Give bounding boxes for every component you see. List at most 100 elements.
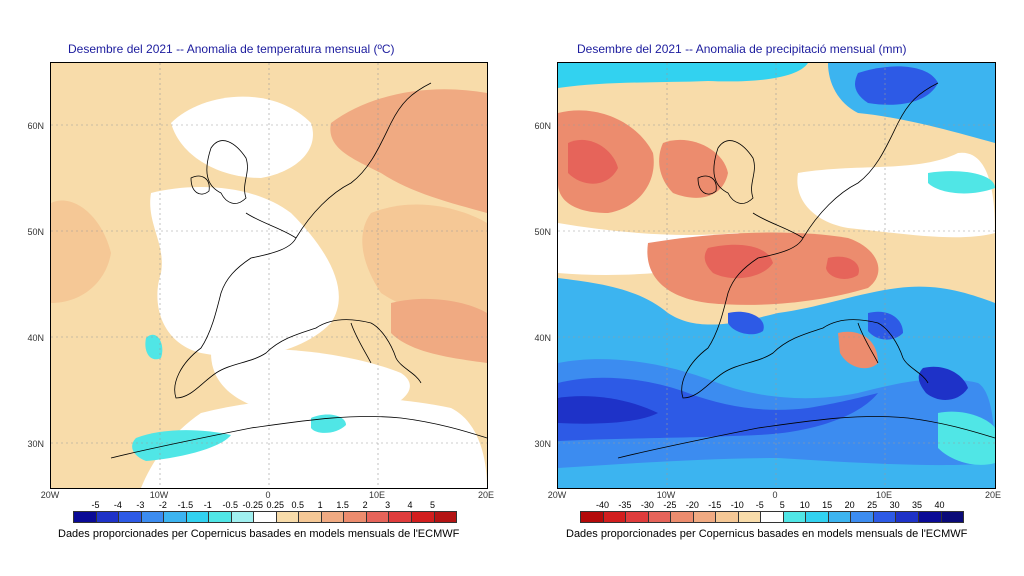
- colorbar-tick-label: 4: [407, 500, 413, 510]
- colorbar-tick-label: -30: [640, 500, 654, 510]
- lat-label-30n: 30N: [534, 439, 551, 449]
- colorbar-swatch: [716, 512, 739, 522]
- lon-label-10e: 10E: [875, 490, 892, 500]
- colorbar-tick-label: 35: [912, 500, 923, 510]
- colorbar-swatch: [276, 512, 300, 522]
- colorbar-swatch: [366, 512, 390, 522]
- colorbar-tick-label: 1.5: [336, 500, 349, 510]
- colorbar-swatch: [344, 512, 367, 522]
- colorbar-tick-label: 3: [385, 500, 391, 510]
- lon-label-20w: 20W: [547, 490, 567, 500]
- colorbar-tick-label: -5: [755, 500, 764, 510]
- colorbar-tick-label: -4: [113, 500, 122, 510]
- colorbar-swatch: [626, 512, 649, 522]
- colorbar-tick-label: 10: [799, 500, 810, 510]
- colorbar-swatch: [209, 512, 232, 522]
- colorbar-swatch: [74, 512, 97, 522]
- lon-label-10w: 10W: [656, 490, 676, 500]
- colorbar-tick-label: 0.25: [266, 500, 284, 510]
- colorbar-tick-label: 40: [934, 500, 945, 510]
- colorbar-tick-label: 5: [430, 500, 436, 510]
- colorbar-swatch: [434, 512, 457, 522]
- precipitation-credit: Dades proporcionades per Copernicus basa…: [566, 528, 968, 540]
- lat-label-40n: 40N: [534, 333, 551, 343]
- colorbar-swatch: [896, 512, 919, 522]
- colorbar-swatch: [828, 512, 852, 522]
- colorbar-tick-label: -20: [685, 500, 699, 510]
- lon-label-0: 0: [772, 490, 778, 500]
- temperature-map: [50, 62, 488, 489]
- colorbar-tick-label: 0.5: [291, 500, 304, 510]
- colorbar-swatch: [806, 512, 829, 522]
- colorbar-swatch: [321, 512, 345, 522]
- colorbar-swatch: [738, 512, 762, 522]
- colorbar-swatch: [693, 512, 717, 522]
- colorbar-swatch: [411, 512, 435, 522]
- colorbar-tick-label: -15: [708, 500, 722, 510]
- colorbar-swatch: [254, 512, 277, 522]
- colorbar-tick-label: -0.25: [242, 500, 264, 510]
- colorbar-tick-label: -3: [136, 500, 145, 510]
- temperature-map-title: Desembre del 2021 -- Anomalia de tempera…: [68, 42, 395, 56]
- colorbar-tick-label: -2: [158, 500, 167, 510]
- colorbar-tick-label: 25: [867, 500, 878, 510]
- colorbar-swatch: [164, 512, 187, 522]
- lat-label-30n: 30N: [27, 439, 44, 449]
- precipitation-colorbar: [580, 511, 964, 523]
- colorbar-tick-label: 15: [822, 500, 833, 510]
- lat-label-50n: 50N: [27, 227, 44, 237]
- colorbar-tick-label: 1: [317, 500, 323, 510]
- colorbar-tick-label: -5: [91, 500, 100, 510]
- lon-label-20w: 20W: [40, 490, 60, 500]
- temperature-credit: Dades proporcionades per Copernicus basa…: [58, 528, 460, 540]
- colorbar-tick-label: 5: [779, 500, 785, 510]
- temperature-map-panel: Desembre del 2021 -- Anomalia de tempera…: [27, 42, 494, 540]
- colorbar-swatch: [186, 512, 210, 522]
- lon-label-20e: 20E: [477, 490, 494, 500]
- lat-label-60n: 60N: [27, 121, 44, 131]
- precipitation-map: [557, 62, 996, 489]
- lat-label-60n: 60N: [534, 121, 551, 131]
- lon-label-10e: 10E: [368, 490, 385, 500]
- colorbar-swatch: [141, 512, 165, 522]
- colorbar-tick-label: -10: [730, 500, 744, 510]
- colorbar-swatch: [299, 512, 322, 522]
- lon-label-20e: 20E: [984, 490, 1001, 500]
- colorbar-swatch: [119, 512, 142, 522]
- precipitation-colorbar-labels: -40 -35 -30 -25 -20 -15 -10 -5 5 10 15 20 25 30 35 40: [580, 500, 962, 512]
- precipitation-map-title: Desembre del 2021 -- Anomalia de precipi…: [577, 42, 907, 56]
- colorbar-tick-label: -0.5: [222, 500, 239, 510]
- colorbar-tick-label: 2: [362, 500, 368, 510]
- colorbar-swatch: [648, 512, 672, 522]
- colorbar-tick-label: -1.5: [177, 500, 194, 510]
- temperature-colorbar: [73, 511, 457, 523]
- lon-label-10w: 10W: [149, 490, 169, 500]
- precipitation-map-panel: Desembre del 2021 -- Anomalia de precipi…: [512, 0, 1024, 576]
- colorbar-swatch: [851, 512, 874, 522]
- colorbar-tick-label: -40: [595, 500, 609, 510]
- colorbar-swatch: [783, 512, 807, 522]
- colorbar-swatch: [603, 512, 627, 522]
- lon-label-0: 0: [265, 490, 271, 500]
- colorbar-tick-label: -25: [663, 500, 677, 510]
- colorbar-swatch: [671, 512, 694, 522]
- coastlines: [110, 82, 487, 459]
- colorbar-tick-label: 30: [889, 500, 900, 510]
- colorbar-swatch: [918, 512, 942, 522]
- colorbar-tick-label: -1: [203, 500, 212, 510]
- colorbar-swatch: [231, 512, 255, 522]
- precipitation-anomaly-field: [558, 63, 995, 488]
- colorbar-swatch: [389, 512, 412, 522]
- colorbar-swatch: [873, 512, 897, 522]
- colorbar-tick-label: 20: [844, 500, 855, 510]
- colorbar-tick-label: -35: [618, 500, 632, 510]
- colorbar-swatch: [941, 512, 964, 522]
- temperature-colorbar-labels: -5 -4 -3 -2 -1.5 -1 -0.5 -0.25 0.25 0.5 1 1.5 2 3 4 5: [73, 500, 455, 512]
- lat-label-50n: 50N: [534, 227, 551, 237]
- colorbar-swatch: [581, 512, 604, 522]
- colorbar-swatch: [761, 512, 784, 522]
- lat-label-40n: 40N: [27, 333, 44, 343]
- temperature-anomaly-field: [51, 63, 487, 488]
- colorbar-swatch: [96, 512, 120, 522]
- coastlines: [617, 82, 995, 459]
